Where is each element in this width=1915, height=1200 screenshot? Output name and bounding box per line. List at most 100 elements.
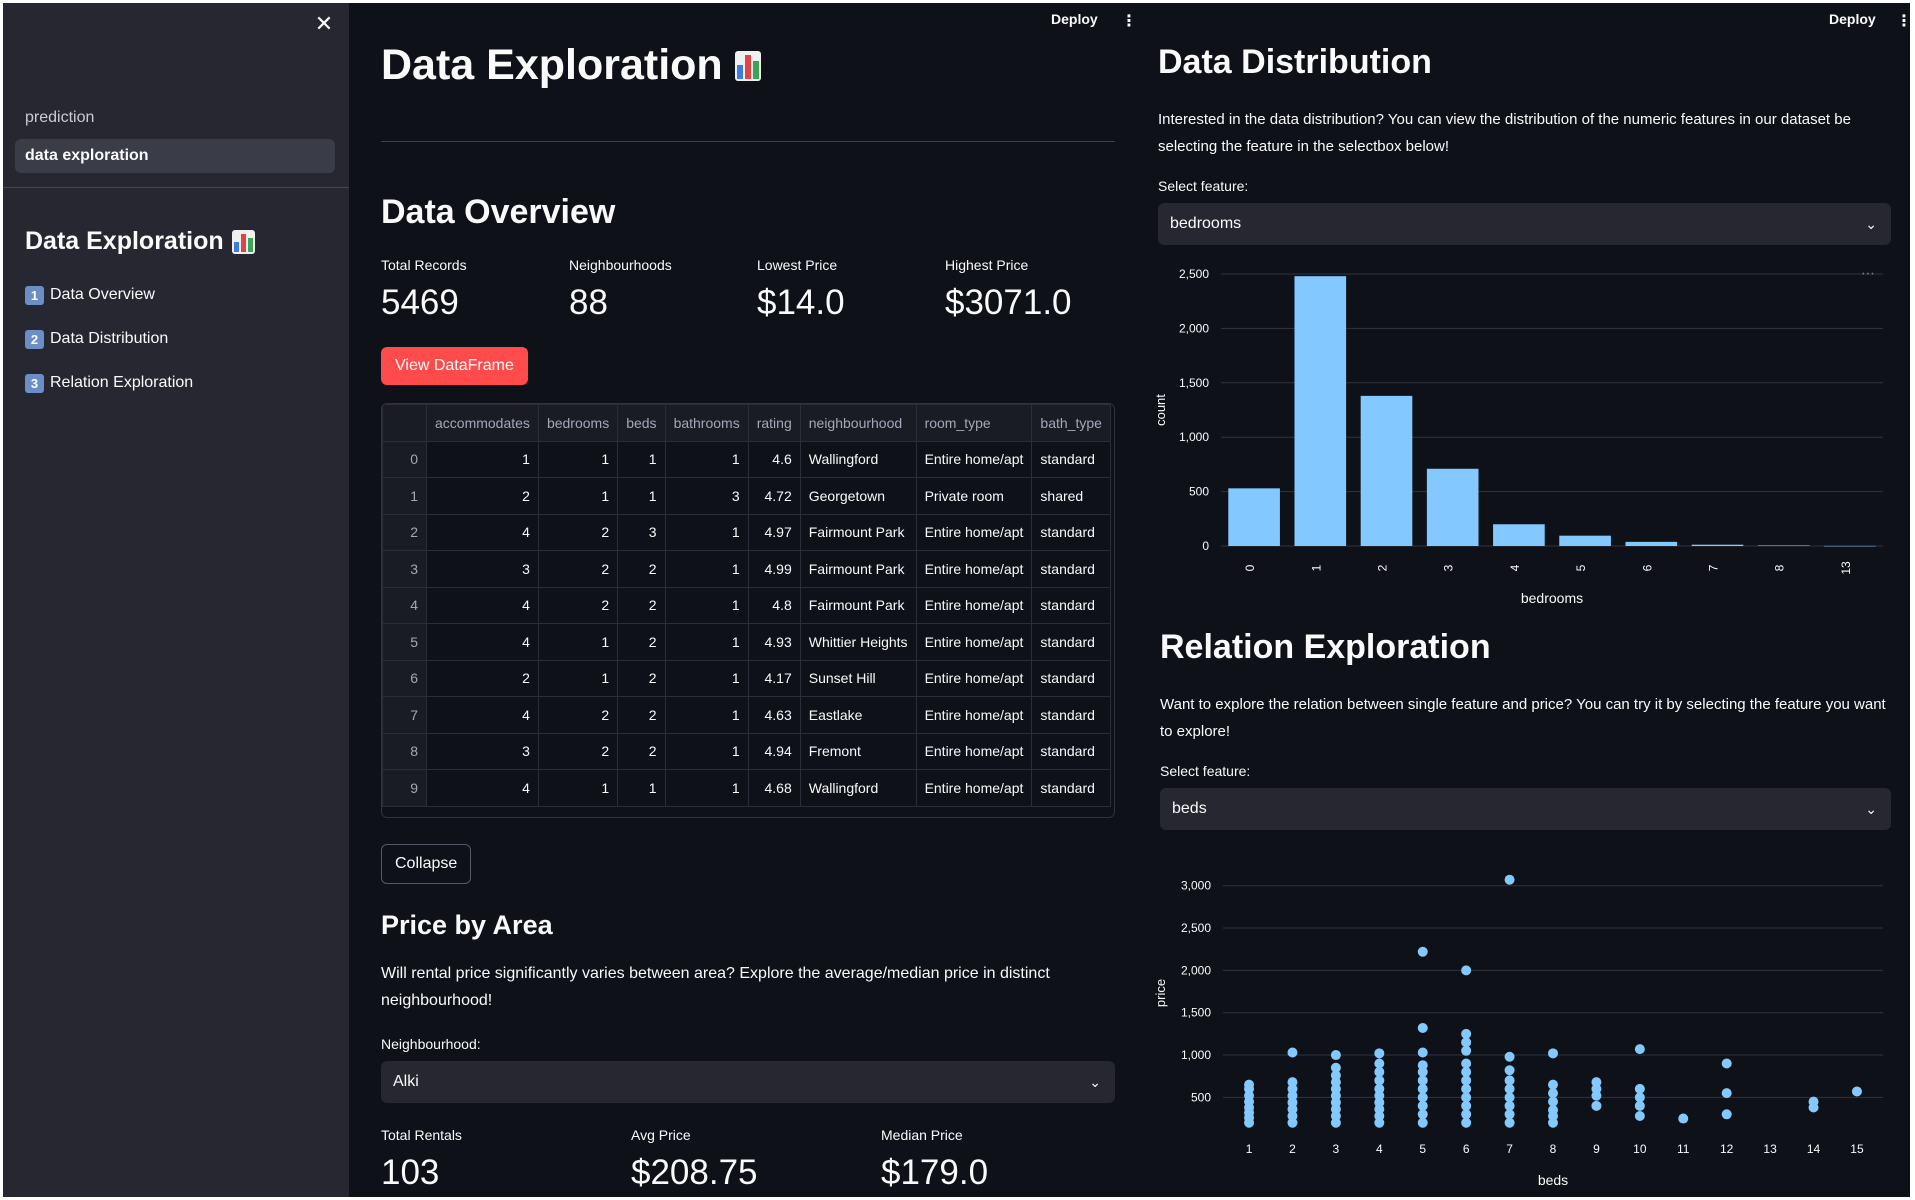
data-point — [1634, 1092, 1645, 1103]
price-by-area-heading: Price by Area — [381, 910, 553, 940]
index-header[interactable] — [382, 404, 427, 442]
column-header-beds[interactable]: beds — [617, 404, 666, 442]
main-menu-icon-right[interactable]: ⋮ — [1896, 13, 1910, 30]
table-cell: 1 — [426, 440, 539, 478]
page-title: Data Exploration — [381, 41, 761, 90]
x-tick-label: 7 — [1506, 1142, 1513, 1156]
table-row[interactable]: 3 3 2 2 1 4.99 Fairmount Park Entire home/apt st… — [382, 550, 1111, 588]
sidebar-item-data-exploration[interactable]: data exploration — [15, 139, 335, 173]
relation-select-label: Select feature: — [1160, 763, 1251, 779]
table-row[interactable]: 7 4 2 2 1 4.63 Eastlake Entire home/apt standard — [382, 696, 1111, 734]
x-axis-label: beds — [1538, 1172, 1568, 1188]
dataframe-table[interactable]: accommodates bedrooms beds bathrooms rating n… — [381, 403, 1115, 818]
table-cell: 4.72 — [747, 477, 801, 515]
table-cell: 4.8 — [747, 586, 801, 624]
sidebar-item-prediction[interactable]: prediction — [25, 109, 95, 126]
table-cell: 1 — [537, 769, 619, 807]
table-cell: 3 — [617, 513, 666, 551]
table-cell: Fairmount Park — [799, 586, 917, 624]
table-cell: Entire home/apt — [915, 586, 1033, 624]
table-row[interactable]: 6 2 1 2 1 4.17 Sunset Hill Entire home/apt stand… — [382, 659, 1111, 697]
chevron-down-icon: ⌄ — [1865, 216, 1877, 232]
column-header-rating[interactable]: rating — [747, 404, 801, 442]
chevron-down-icon: ⌄ — [1089, 1074, 1101, 1090]
bar — [1426, 468, 1479, 546]
distribution-description: Interested in the data distribution? You… — [1158, 111, 1851, 155]
data-point — [1634, 1044, 1645, 1055]
table-row[interactable]: 2 4 2 3 1 4.97 Fairmount Park Entire home/apt st… — [382, 513, 1111, 551]
column-header-accommodates[interactable]: accommodates — [426, 404, 539, 442]
chart-menu-icon: ⋯ — [1861, 265, 1875, 281]
close-sidebar-icon[interactable]: ✕ — [314, 11, 334, 36]
toc-item-data-distribution[interactable]: 2 Data Distribution — [25, 317, 193, 361]
data-point — [1417, 1092, 1428, 1103]
relation-feature-select[interactable]: beds ⌄ — [1160, 788, 1891, 830]
table-cell: standard — [1031, 769, 1111, 807]
page-title-text: Data Exploration — [381, 41, 723, 89]
table-cell: 2 — [617, 659, 666, 697]
column-header-neighbourhood[interactable]: neighbourhood — [799, 404, 917, 442]
main-menu-icon[interactable]: ⋮ — [1121, 13, 1137, 30]
bar — [1360, 395, 1413, 546]
table-cell: 1 — [537, 477, 619, 515]
x-tick-label: 1 — [1309, 564, 1323, 571]
metric-label: Lowest Price — [757, 257, 838, 273]
table-cell: 3 — [664, 477, 749, 515]
table-row[interactable]: 8 3 2 2 1 4.94 Fremont Entire home/apt standard — [382, 732, 1111, 770]
table-cell: 2 — [617, 732, 666, 770]
toc-label: Data Overview — [50, 286, 155, 303]
x-tick-label: 6 — [1640, 564, 1654, 571]
sidebar-toc: 1 Data Overview 2 Data Distribution 3 Re… — [25, 273, 193, 405]
data-point — [1721, 1109, 1732, 1120]
column-header-bedrooms[interactable]: bedrooms — [537, 404, 619, 442]
table-cell: 4.63 — [747, 696, 801, 734]
data-point — [1417, 1075, 1428, 1086]
distribution-bar-chart[interactable]: 0 500 1,000 1,500 2,000 2,500 0 1 2 3 4 5 6 7 8 13 bedro… — [1153, 258, 1893, 618]
table-row[interactable]: 0 1 1 1 1 4.6 Wallingford Entire home/apt standa… — [382, 440, 1111, 478]
data-point — [1504, 1051, 1515, 1062]
x-tick-label: 2 — [1289, 1142, 1296, 1156]
data-point — [1461, 1092, 1472, 1103]
deploy-button-right[interactable]: Deploy — [1829, 11, 1876, 27]
column-header-bath_type[interactable]: bath_type — [1031, 404, 1111, 442]
toc-label: Relation Exploration — [50, 374, 194, 391]
column-header-room_type[interactable]: room_type — [915, 404, 1033, 442]
sidebar-divider — [3, 187, 349, 188]
table-cell: 2 — [617, 623, 666, 661]
y-tick-label: 1,500 — [1179, 376, 1209, 390]
table-row[interactable]: 4 4 2 2 1 4.8 Fairmount Park Entire home/apt sta… — [382, 586, 1111, 624]
bar-chart-icon — [734, 50, 761, 81]
table-cell: Entire home/apt — [915, 440, 1033, 478]
toc-item-data-overview[interactable]: 1 Data Overview — [25, 273, 193, 317]
table-cell: standard — [1031, 696, 1111, 734]
x-tick-label: 13 — [1839, 561, 1853, 575]
table-cell: 1 — [664, 513, 749, 551]
row-index: 5 — [382, 623, 427, 661]
table-cell: Fairmount Park — [799, 513, 917, 551]
distribution-feature-select[interactable]: bedrooms ⌄ — [1158, 203, 1891, 245]
toc-item-relation-exploration[interactable]: 3 Relation Exploration — [25, 361, 193, 405]
table-row[interactable]: 9 4 1 1 1 4.68 Wallingford Entire home/apt stand… — [382, 769, 1111, 807]
table-cell: Entire home/apt — [915, 696, 1033, 734]
y-tick-label: 1,000 — [1179, 430, 1209, 444]
view-dataframe-button[interactable]: View DataFrame — [381, 347, 528, 385]
select-value: bedrooms — [1170, 215, 1242, 232]
table-row[interactable]: 1 2 1 1 3 4.72 Georgetown Private room shared — [382, 477, 1111, 515]
table-cell: 4 — [426, 623, 539, 661]
data-point — [1504, 1083, 1515, 1094]
x-tick-label: 10 — [1633, 1142, 1647, 1156]
metric-label: Median Price — [881, 1127, 963, 1143]
table-row[interactable]: 5 4 1 2 1 4.93 Whittier Heights Entire home/apt… — [382, 623, 1111, 661]
x-tick-label: 4 — [1376, 1142, 1383, 1156]
collapse-button[interactable]: Collapse — [381, 844, 472, 884]
metric-total-records: Total Records 5469 — [381, 257, 467, 323]
metric-value: $208.75 — [631, 1153, 758, 1192]
column-header-bathrooms[interactable]: bathrooms — [664, 404, 749, 442]
data-point — [1504, 1065, 1515, 1076]
deploy-button[interactable]: Deploy — [1051, 11, 1098, 27]
table-cell: 1 — [617, 769, 666, 807]
data-point — [1721, 1088, 1732, 1099]
data-point — [1461, 1037, 1472, 1048]
neighbourhood-select[interactable]: Alki ⌄ — [381, 1061, 1115, 1103]
